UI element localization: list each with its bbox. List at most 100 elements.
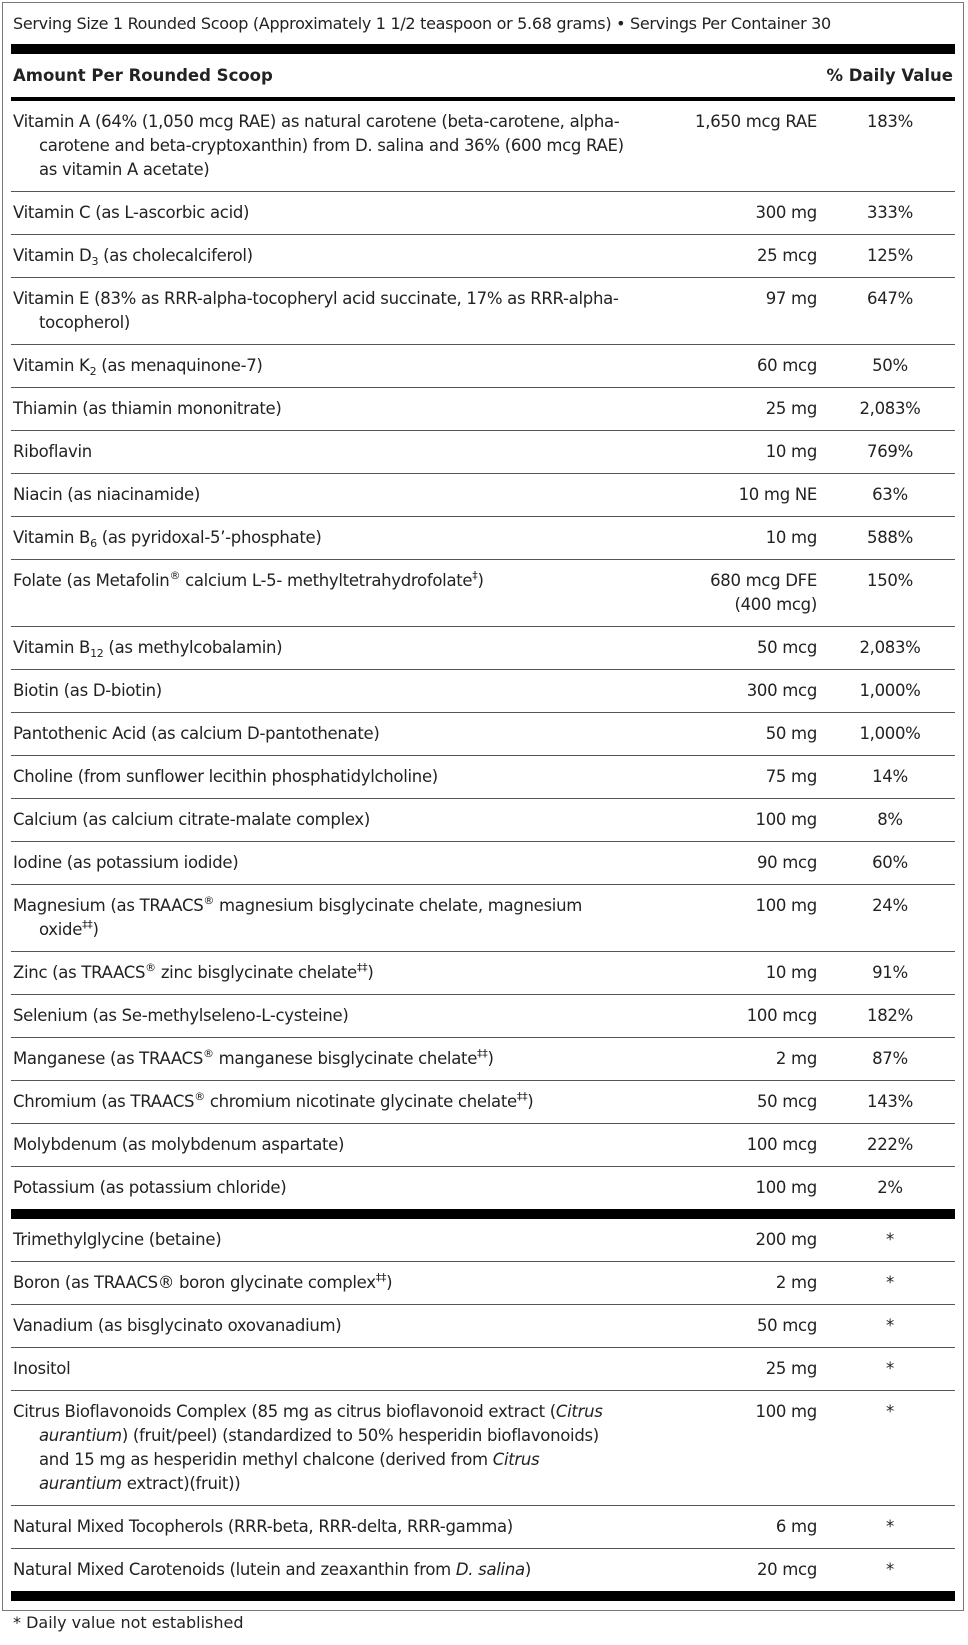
- name-part: ®: [169, 569, 181, 582]
- name-part: extract)(fruit)): [121, 1474, 241, 1493]
- name-part: Iodine (as potassium iodide): [13, 853, 239, 872]
- name-part: Zinc (as TRAACS: [13, 963, 146, 982]
- name-part: ®: [194, 1090, 205, 1103]
- amount: 6 mg: [775, 1517, 817, 1536]
- name-part: Citrus aurantium: [39, 1402, 603, 1445]
- name-part: Riboflavin: [13, 442, 92, 461]
- amount: 100 mg: [755, 1402, 818, 1421]
- name-part: ): [367, 963, 374, 982]
- nutrient-row: Chromium (as TRAACS® chromium nicotinate…: [11, 1081, 955, 1124]
- name-part: Vitamin K: [13, 356, 90, 375]
- daily-value: 125%: [867, 246, 913, 265]
- amount: 75 mg: [765, 767, 818, 786]
- name-part: Natural Mixed Carotenoids (lutein and ze…: [13, 1560, 456, 1579]
- name-part: zinc bisglycinate chelate: [155, 963, 357, 982]
- name-part: ®: [203, 894, 215, 907]
- name-part: Choline (from sunflower lecithin phospha…: [13, 767, 438, 786]
- serving-info: Serving Size 1 Rounded Scoop (Approximat…: [13, 14, 831, 33]
- name-part: ): [487, 1049, 494, 1068]
- name-part: Vitamin C (as L-ascorbic acid): [13, 203, 250, 222]
- nutrient-name: Potassium (as potassium chloride): [11, 1176, 647, 1200]
- amount: 100 mg: [755, 810, 818, 829]
- amount: 2 mg: [775, 1049, 817, 1068]
- name-part: Selenium (as Se-methylseleno-L-cysteine): [13, 1006, 349, 1025]
- amount: 1,650 mcg RAE: [695, 112, 817, 131]
- nutrient-name: Iodine (as potassium iodide): [11, 851, 647, 875]
- nutrient-row: Magnesium (as TRAACS® magnesium bisglyci…: [11, 885, 955, 952]
- daily-value: 91%: [872, 963, 908, 982]
- amount-line: 680 mcg DFE: [710, 571, 817, 590]
- daily-value: 143%: [867, 1092, 913, 1111]
- name-part: Vitamin D: [13, 246, 92, 265]
- amount: 20 mcg: [756, 1560, 817, 1579]
- amount: 25 mg: [765, 1359, 818, 1378]
- nutrient-name: Citrus Bioflavonoids Complex (85 mg as c…: [11, 1400, 647, 1496]
- name-part: Vitamin A (64% (1,050 mcg RAE) as natura…: [13, 112, 624, 179]
- daily-value: *: [886, 1402, 894, 1421]
- nutrient-row: Vitamin E (83% as RRR-alpha-tocopheryl a…: [11, 278, 955, 345]
- name-part: ) (fruit/peel) (standardized to 50% hesp…: [39, 1426, 599, 1469]
- name-part: Potassium (as potassium chloride): [13, 1178, 287, 1197]
- name-part: Manganese (as TRAACS: [13, 1049, 203, 1068]
- nutrient-row: Molybdenum (as molybdenum aspartate) 100 …: [11, 1124, 955, 1167]
- name-part: D. salina: [455, 1560, 525, 1579]
- nutrient-name: Riboflavin: [11, 440, 647, 464]
- nutrient-name: Biotin (as D-biotin): [11, 679, 647, 703]
- daily-value: 1,000%: [859, 724, 921, 743]
- daily-value: 50%: [872, 356, 908, 375]
- name-part: manganese bisglycinate chelate: [213, 1049, 478, 1068]
- nutrient-name: Vitamin B6 (as pyridoxal-5’-phosphate): [11, 526, 647, 550]
- name-part: Boron (as TRAACS® boron glycinate comple…: [13, 1273, 376, 1292]
- nutrient-row: Thiamin (as thiamin mononitrate) 25 mg 2,0…: [11, 388, 955, 431]
- nutrient-row: Vitamin B6 (as pyridoxal-5’-phosphate) 10…: [11, 517, 955, 560]
- name-part: ): [524, 1560, 531, 1579]
- nutrient-name: Vitamin K2 (as menaquinone-7): [11, 354, 647, 378]
- name-part: ‡‡: [356, 961, 368, 974]
- amount: 10 mg: [765, 442, 818, 461]
- amount: 200 mg: [755, 1230, 818, 1249]
- name-part: Thiamin (as thiamin mononitrate): [13, 399, 282, 418]
- amount: 10 mg: [765, 528, 818, 547]
- name-part: Calcium (as calcium citrate-malate compl…: [13, 810, 371, 829]
- name-part: (as methylcobalamin): [103, 638, 283, 657]
- name-part: Vitamin E (83% as RRR-alpha-tocopheryl a…: [13, 289, 619, 332]
- amount: 50 mcg: [756, 1092, 817, 1111]
- amount: 25 mcg: [756, 246, 817, 265]
- daily-value: *: [886, 1230, 894, 1249]
- nutrient-name: Inositol: [11, 1357, 647, 1381]
- nutrient-name: Boron (as TRAACS® boron glycinate comple…: [11, 1271, 647, 1295]
- name-part: Biotin (as D-biotin): [13, 681, 162, 700]
- daily-value: 183%: [867, 112, 913, 131]
- name-part: Natural Mixed Tocopherols (RRR-beta, RRR…: [13, 1517, 513, 1536]
- nutrient-name: Thiamin (as thiamin mononitrate): [11, 397, 647, 421]
- daily-value: 769%: [867, 442, 913, 461]
- name-part: ): [527, 1092, 534, 1111]
- nutrient-row: Selenium (as Se-methylseleno-L-cysteine)…: [11, 995, 955, 1038]
- thick-rule: [11, 1209, 955, 1219]
- name-part: Vanadium (as bisglycinato oxovanadium): [13, 1316, 342, 1335]
- name-part: (as menaquinone-7): [96, 356, 263, 375]
- name-part: 3: [91, 255, 99, 268]
- name-part: ‡: [472, 569, 478, 582]
- name-part: Pantothenic Acid (as calcium D-pantothen…: [13, 724, 380, 743]
- daily-value: 588%: [867, 528, 913, 547]
- amount: 100 mcg: [746, 1135, 818, 1154]
- nutrient-name: Vitamin B12 (as methylcobalamin): [11, 636, 647, 660]
- nutrient-row: Vanadium (as bisglycinato oxovanadium) 50…: [11, 1305, 955, 1348]
- thick-rule: [11, 44, 955, 54]
- name-part: 6: [90, 537, 97, 550]
- amount: 50 mcg: [756, 638, 817, 657]
- nutrient-row: Trimethylglycine (betaine) 200 mg *: [11, 1219, 955, 1262]
- amount: 100 mg: [755, 896, 818, 915]
- name-part: ): [386, 1273, 393, 1292]
- daily-value: *: [886, 1560, 894, 1579]
- name-part: Vitamin B: [13, 528, 91, 547]
- amount: 25 mg: [765, 399, 818, 418]
- nutrient-row: Vitamin A (64% (1,050 mcg RAE) as natura…: [11, 101, 955, 192]
- daily-value: *: [886, 1273, 894, 1292]
- daily-value: 222%: [867, 1135, 913, 1154]
- amount: 50 mcg: [756, 1316, 817, 1335]
- nutrient-name: Manganese (as TRAACS® manganese bisglyci…: [11, 1047, 647, 1071]
